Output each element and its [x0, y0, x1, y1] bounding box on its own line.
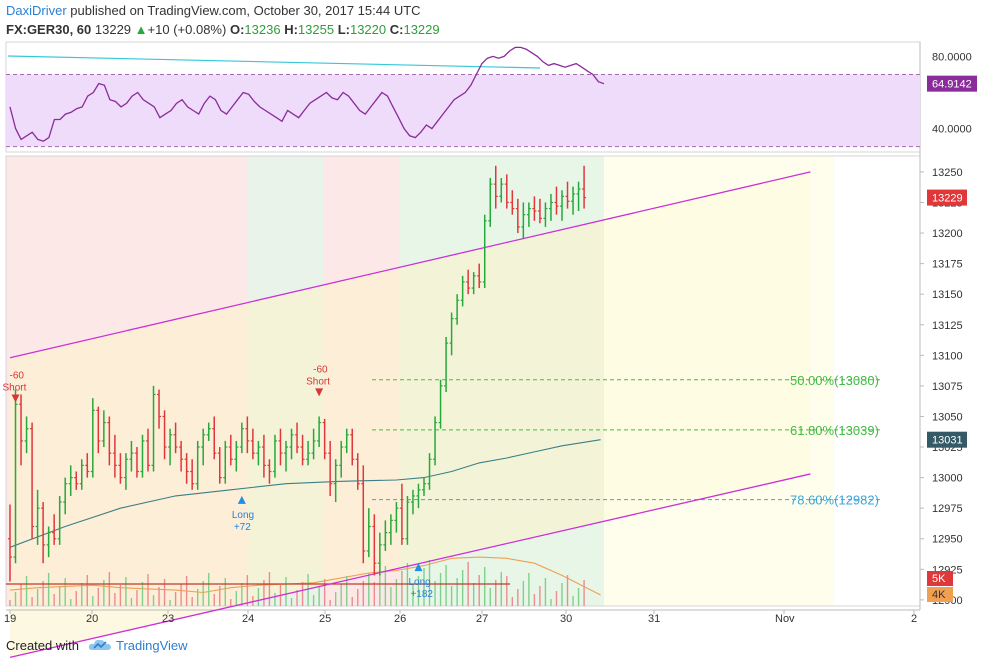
ma-price-label: 13031 [932, 435, 963, 447]
high-label: H: [284, 22, 298, 37]
price-tick-label: 13075 [932, 381, 963, 393]
time-tick-label: 2 [911, 613, 917, 625]
long-arrow-icon [414, 563, 423, 572]
last-price-label: 13229 [932, 193, 963, 205]
rsi-tick-label: 80.0000 [932, 51, 972, 63]
long-arrow-icon [237, 495, 246, 504]
rsi-line [9, 46, 605, 142]
author-link[interactable]: DaxiDriver [6, 3, 67, 18]
price-tick-label: 13000 [932, 473, 963, 485]
rsi-trendline [7, 55, 541, 69]
short-arrow-icon [11, 394, 20, 403]
fib-label: 78.60%(12982) [790, 493, 879, 508]
last-price-badge [927, 189, 967, 206]
price-tick-label: 13250 [932, 167, 963, 179]
publish-info: DaxiDriver published on TradingView.com,… [6, 3, 421, 18]
ma-price-badge [927, 431, 967, 448]
time-tick-label: 26 [394, 613, 406, 625]
price-tick-label: 13100 [932, 350, 963, 362]
price-tick-label: 13150 [932, 289, 963, 301]
price-tick-label: 12950 [932, 534, 963, 546]
time-tick-label: 25 [319, 613, 331, 625]
rsi-value-label: 64.9142 [932, 79, 972, 91]
time-tick-label: 20 [86, 613, 98, 625]
open-label: O: [229, 22, 245, 37]
channel-upper-line [9, 171, 811, 359]
published-text: published on TradingView.com, October 30… [70, 3, 421, 18]
time-tick-label: 24 [242, 613, 254, 625]
time-tick-label: Nov [775, 613, 795, 625]
time-tick-label: 27 [476, 613, 488, 625]
signal-label: Long [232, 510, 254, 521]
tradingview-cloud-icon [88, 639, 111, 650]
time-tick-label: 30 [560, 613, 572, 625]
volume-ma-badge [927, 587, 953, 602]
close-label: C: [389, 22, 404, 37]
last-price: 13229 [94, 22, 132, 37]
symbol-label: FX:GER30, 60 [6, 22, 92, 37]
close-value: 13229 [403, 22, 440, 37]
volume-badge [927, 571, 953, 586]
rsi-value-badge [927, 75, 977, 92]
time-tick-label: 31 [648, 613, 660, 625]
price-tick-label: 13125 [932, 320, 963, 332]
short-arrow-icon [315, 388, 324, 397]
rsi-band [6, 74, 920, 147]
volume-ma-label: 4K [932, 589, 946, 601]
signal-label: Long [408, 577, 430, 588]
high-value: 13255 [297, 22, 335, 37]
fib-label: 50.00%(13080) [790, 373, 879, 388]
low-label: L: [337, 22, 350, 37]
price-tick-label: 13050 [932, 411, 963, 423]
rsi-tick-label: 40.0000 [932, 124, 972, 136]
signal-pnl: +72 [234, 522, 251, 533]
projection-zone [604, 156, 834, 606]
signal-pnl: +182 [410, 589, 433, 600]
ohlc-legend: FX:GER30, 60 13229 ▲+10 (+0.08%) O:13236… [6, 22, 440, 37]
tradingview-brand[interactable]: TradingView [116, 638, 188, 653]
signal-pnl: -60 [10, 370, 25, 381]
fib-label: 61.80%(13039) [790, 423, 879, 438]
open-value: 13236 [244, 22, 281, 37]
price-tick-label: 13200 [932, 228, 963, 240]
volume-label: 5K [932, 573, 946, 585]
time-tick-label: 19 [4, 613, 16, 625]
signal-pnl: -60 [313, 364, 328, 375]
signal-label: Short [306, 376, 330, 387]
price-tick-label: 12975 [932, 503, 963, 515]
moving-average-line [9, 439, 601, 548]
price-change: +10 (+0.08%) [147, 22, 227, 37]
time-tick-label: 23 [162, 613, 174, 625]
signal-label: Short [3, 382, 27, 393]
triangle-up-icon: ▲ [134, 22, 148, 37]
price-tick-label: 13175 [932, 259, 963, 271]
created-with-text: Created with [6, 638, 79, 653]
channel-lower-line [9, 473, 811, 658]
footer: Created with TradingView [6, 638, 188, 653]
low-value: 13220 [349, 22, 387, 37]
